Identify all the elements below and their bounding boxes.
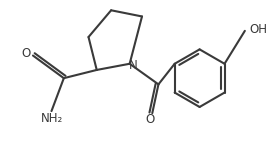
Text: N: N [129,58,137,72]
Text: OH: OH [250,23,268,36]
Text: O: O [21,47,30,60]
Text: NH₂: NH₂ [41,112,63,125]
Text: O: O [146,113,155,126]
